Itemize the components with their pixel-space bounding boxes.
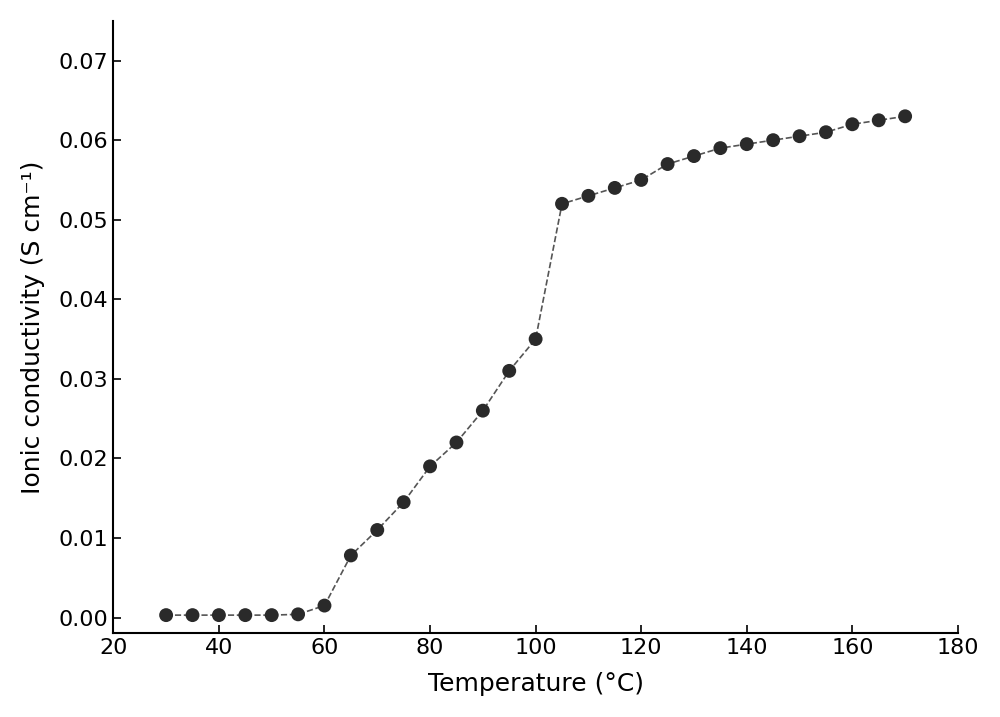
Point	[264, 609, 280, 621]
Point	[290, 609, 306, 620]
Point	[739, 138, 755, 150]
Point	[316, 600, 332, 612]
Point	[871, 115, 887, 126]
Point	[712, 143, 728, 154]
Point	[818, 126, 834, 138]
Point	[237, 609, 253, 621]
Point	[211, 609, 227, 621]
Point	[369, 524, 385, 536]
Point	[633, 174, 649, 186]
Point	[448, 437, 464, 448]
Point	[343, 550, 359, 561]
Point	[607, 182, 623, 194]
Point	[660, 158, 676, 170]
Point	[422, 460, 438, 472]
Point	[501, 365, 517, 376]
Point	[792, 130, 808, 142]
Point	[158, 609, 174, 621]
Point	[528, 333, 544, 345]
Point	[580, 190, 596, 201]
Point	[686, 151, 702, 162]
Point	[554, 198, 570, 209]
X-axis label: Temperature (°C): Temperature (°C)	[428, 672, 644, 696]
Point	[897, 110, 913, 122]
Point	[396, 496, 412, 508]
Point	[844, 118, 860, 130]
Point	[765, 134, 781, 146]
Point	[475, 405, 491, 417]
Point	[185, 609, 201, 621]
Y-axis label: Ionic conductivity (S cm⁻¹): Ionic conductivity (S cm⁻¹)	[21, 161, 45, 494]
